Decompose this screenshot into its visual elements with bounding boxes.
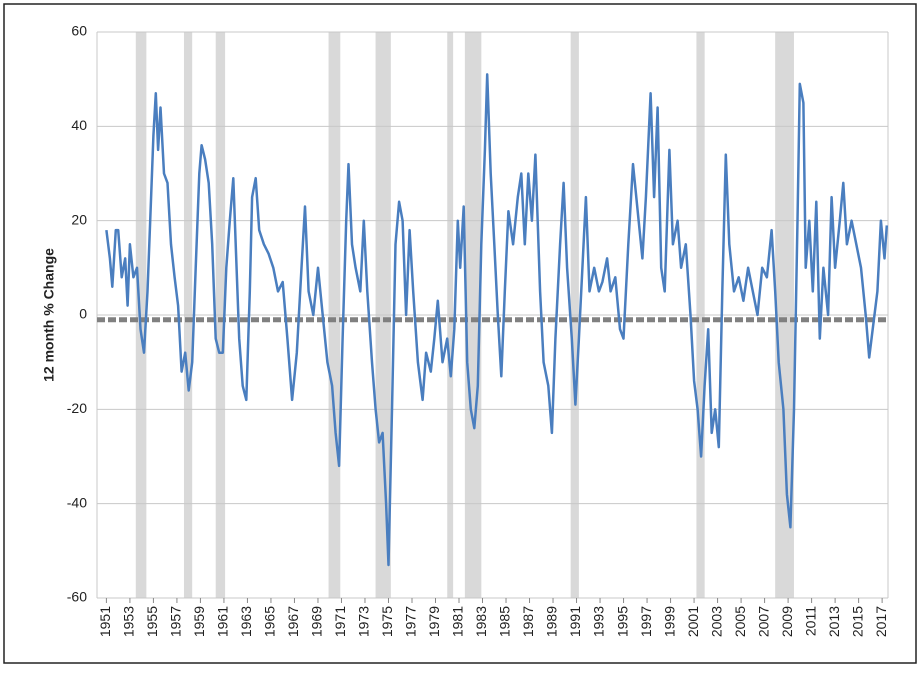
x-tick-label: 1995 xyxy=(614,606,630,637)
x-tick-label: 1953 xyxy=(121,606,137,637)
x-tick-label: 1959 xyxy=(191,606,207,637)
x-tick-label: 1979 xyxy=(426,606,442,637)
x-tick-label: 1977 xyxy=(403,606,419,637)
x-tick-label: 1963 xyxy=(238,606,254,637)
y-tick-label: -60 xyxy=(67,589,87,605)
x-tick-label: 1969 xyxy=(309,606,325,637)
x-tick-label: 1973 xyxy=(356,606,372,637)
x-tick-label: 2009 xyxy=(779,606,795,637)
x-tick-label: 2015 xyxy=(849,606,865,637)
y-tick-label: 0 xyxy=(79,306,87,322)
y-tick-label: 20 xyxy=(71,211,87,227)
x-tick-label: 1999 xyxy=(661,606,677,637)
x-tick-label: 1961 xyxy=(215,606,231,637)
x-tick-label: 1971 xyxy=(332,606,348,637)
x-tick-label: 1981 xyxy=(450,606,466,637)
x-tick-label: 1967 xyxy=(285,606,301,637)
x-tick-label: 2007 xyxy=(755,606,771,637)
y-tick-label: 60 xyxy=(71,23,87,39)
x-tick-label: 1997 xyxy=(638,606,654,637)
x-tick-label: 1955 xyxy=(144,606,160,637)
x-tick-label: 2005 xyxy=(732,606,748,637)
x-tick-label: 1993 xyxy=(591,606,607,637)
x-tick-label: 2001 xyxy=(685,606,701,637)
x-tick-label: 1985 xyxy=(497,606,513,637)
x-tick-label: 2003 xyxy=(708,606,724,637)
y-tick-label: -20 xyxy=(67,400,87,416)
x-tick-label: 1957 xyxy=(168,606,184,637)
x-tick-label: 2011 xyxy=(802,606,818,636)
x-tick-label: 1951 xyxy=(97,606,113,637)
x-tick-label: 1989 xyxy=(544,606,560,637)
y-tick-label: -40 xyxy=(67,494,87,510)
x-tick-label: 1983 xyxy=(473,606,489,637)
x-tick-label: 1991 xyxy=(567,606,583,637)
x-tick-label: 1987 xyxy=(520,606,536,637)
data-line xyxy=(105,73,889,567)
x-tick-label: 1975 xyxy=(379,606,395,637)
y-axis-label: 12 month % Change xyxy=(41,248,57,382)
x-tick-label: 1965 xyxy=(262,606,278,637)
x-tick-label: 2013 xyxy=(826,606,842,637)
x-tick-label: 2017 xyxy=(873,606,889,637)
y-tick-label: 40 xyxy=(71,117,87,133)
